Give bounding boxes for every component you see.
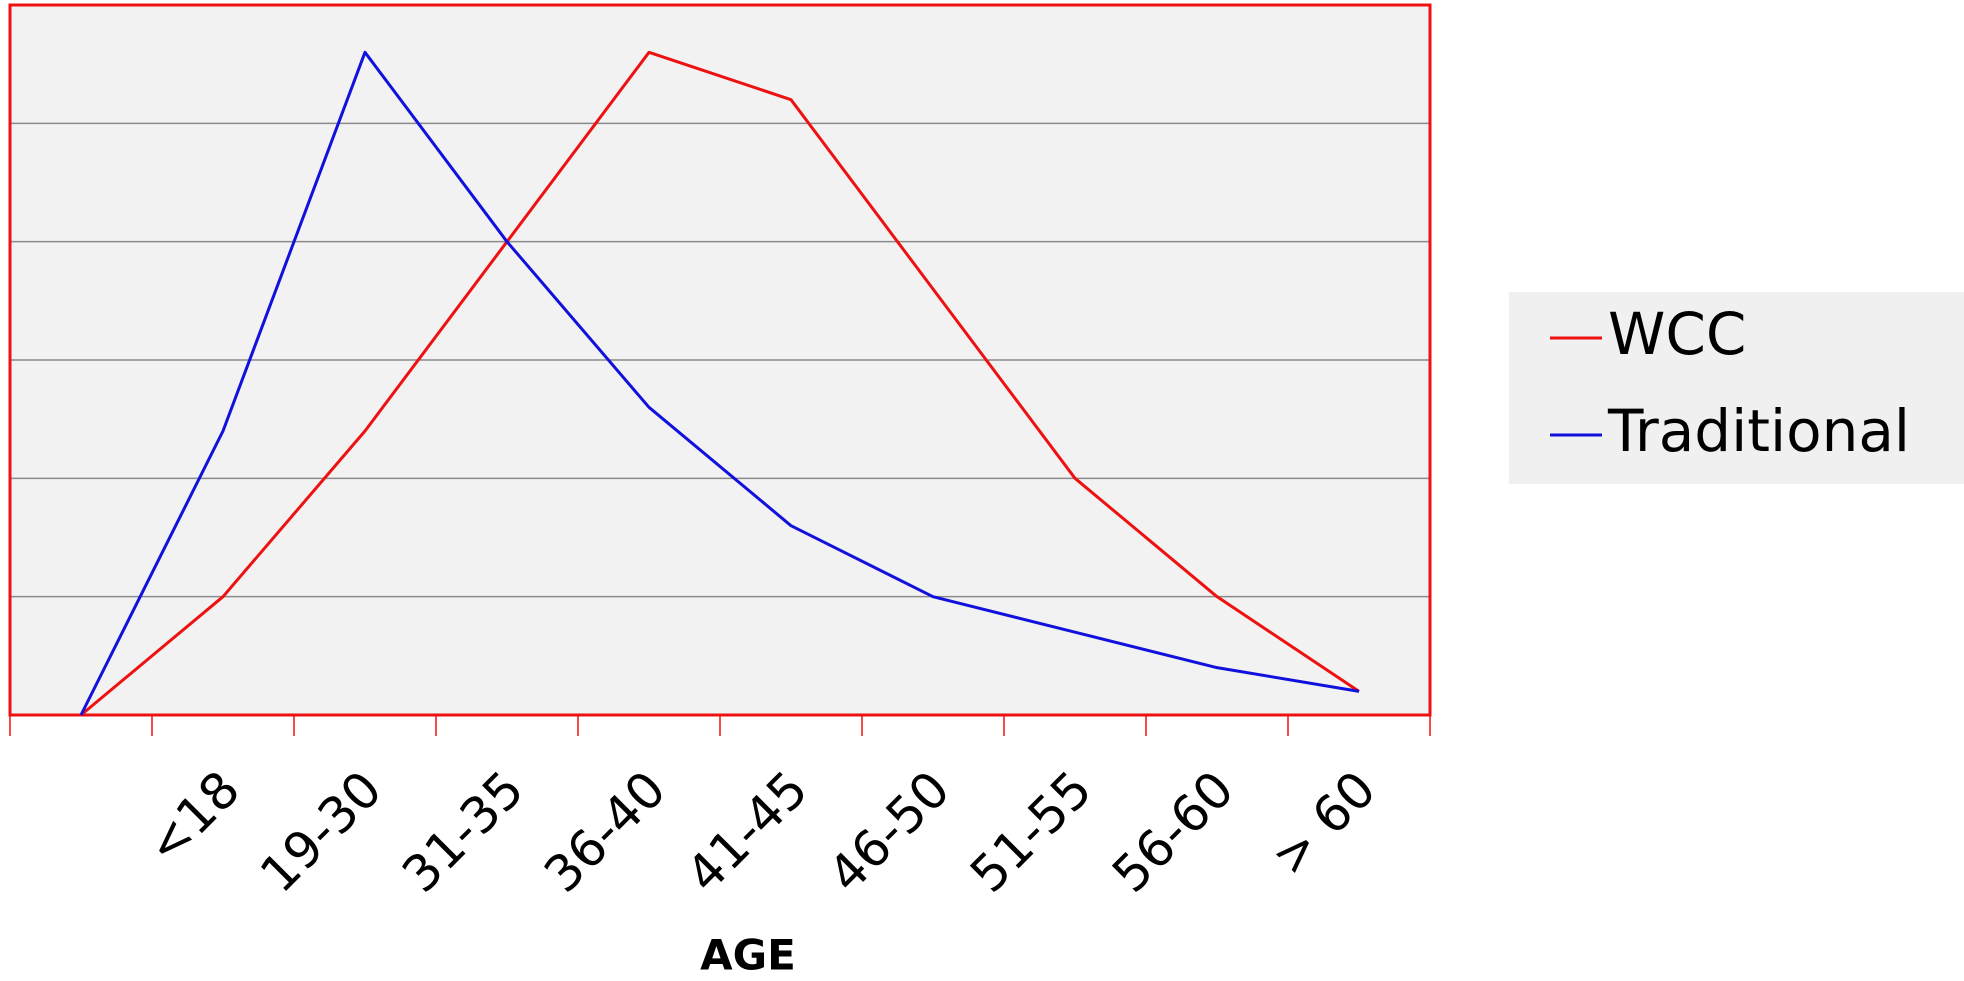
x-tick-label: 31-35: [391, 760, 535, 904]
legend-label: WCC: [1608, 300, 1746, 368]
x-tick-label: 51-55: [959, 760, 1103, 904]
legend-label: Traditional: [1607, 397, 1910, 465]
x-tick-label: 41-45: [675, 760, 819, 904]
x-axis-title: AGE: [700, 931, 796, 980]
series-line: [79, 50, 1360, 716]
x-tick-label: 46-50: [817, 760, 961, 904]
x-tick-label: > 60: [1260, 760, 1387, 887]
x-tick-label: 36-40: [533, 760, 677, 904]
x-tick-label: <18: [135, 760, 251, 876]
legend-box: [1509, 292, 1964, 484]
plot-border: [8, 3, 1432, 717]
x-tick-label: 19-30: [249, 760, 393, 904]
series-line: [80, 50, 1360, 717]
x-tick-label: 56-60: [1101, 760, 1245, 904]
